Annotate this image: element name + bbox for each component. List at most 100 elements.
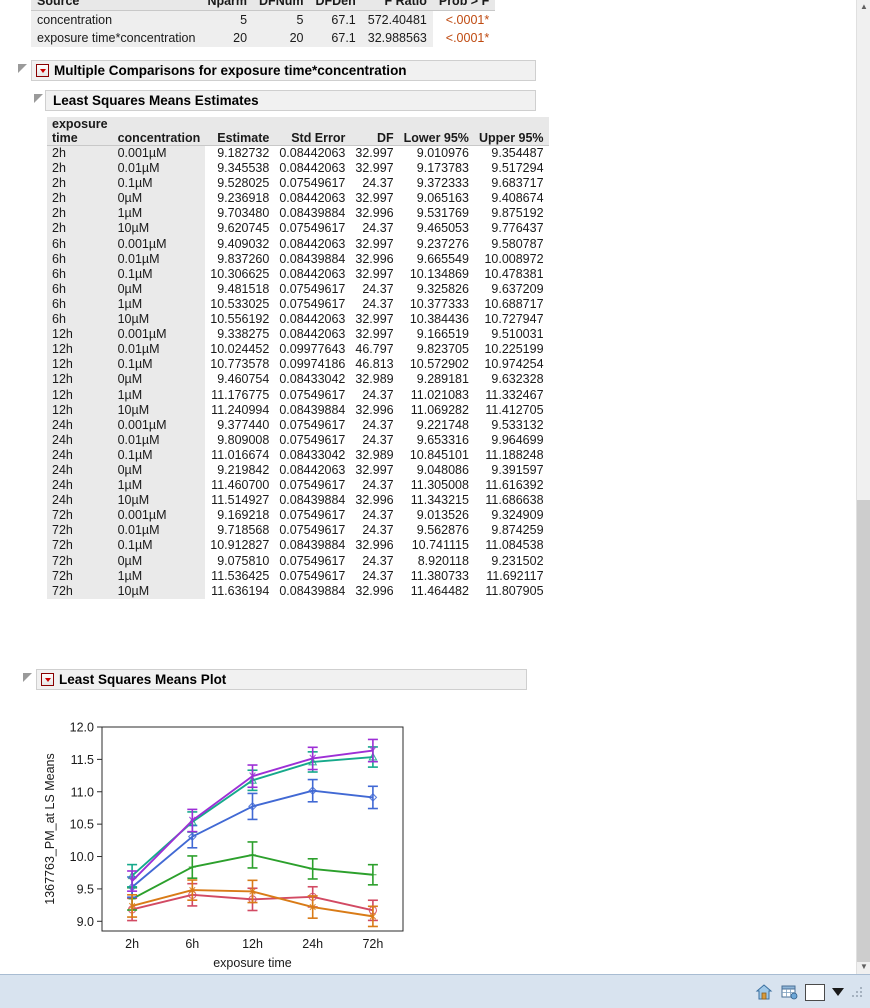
y-axis-title: 1367763_PM_at LS Means — [43, 753, 57, 905]
color-swatch-button[interactable] — [805, 983, 825, 1001]
red-triangle-menu-icon[interactable] — [36, 64, 49, 77]
col-header-lower95[interactable]: Lower 95% — [398, 117, 474, 146]
col-header-prob[interactable]: Prob > F — [432, 0, 496, 11]
table-row[interactable]: 24h 0.1µM 11.016674 0.08433042 32.989 10.8451… — [47, 447, 549, 463]
cell-lower95: 9.048086 — [398, 462, 474, 479]
table-row[interactable]: 6h 10µM 10.556192 0.08442063 32.997 10.384436… — [47, 312, 549, 328]
cell-concentration: 10µM — [112, 583, 206, 599]
cell-exposure-time: 6h — [47, 251, 113, 267]
section-title-lsm-plot: Least Squares Means Plot — [59, 672, 227, 687]
table-row[interactable]: concentration 5 5 67.1 572.40481 <.0001* — [31, 10, 496, 29]
cell-estimate: 9.703480 — [205, 206, 275, 222]
cell-upper95: 9.533132 — [473, 417, 549, 433]
table-row[interactable]: 24h 0.001µM 9.377440 0.07549617 24.37 9.22174… — [47, 417, 549, 433]
cell-upper95: 11.616392 — [473, 478, 549, 494]
table-row[interactable]: 6h 0.1µM 10.306625 0.08442063 32.997 10.13486… — [47, 266, 549, 282]
resize-grip-icon[interactable] — [850, 985, 864, 999]
col-header-source[interactable]: Source — [31, 0, 202, 11]
table-row[interactable]: 6h 0.001µM 9.409032 0.08442063 32.997 9.23727… — [47, 236, 549, 252]
outline-triangle-lsm-estimates[interactable] — [34, 94, 45, 105]
cell-concentration: 10µM — [112, 312, 206, 328]
table-row[interactable]: 12h 0µM 9.460754 0.08433042 32.989 9.289181 9.… — [47, 372, 549, 388]
section-header-multiple-comparisons[interactable]: Multiple Comparisons for exposure time*c… — [31, 60, 536, 81]
outline-triangle-lsm-plot[interactable] — [23, 673, 34, 684]
table-row[interactable]: 72h 0.001µM 9.169218 0.07549617 24.37 9.01352… — [47, 508, 549, 524]
table-row[interactable]: 2h 0.01µM 9.345538 0.08442063 32.997 9.173783… — [47, 161, 549, 177]
cell-upper95: 9.580787 — [473, 236, 549, 252]
cell-std-error: 0.07549617 — [274, 432, 351, 448]
table-row[interactable]: 24h 0µM 9.219842 0.08442063 32.997 9.048086 9.… — [47, 462, 549, 479]
table-row[interactable]: 12h 0.01µM 10.024452 0.09977643 46.797 9.8237… — [47, 342, 549, 358]
outline-triangle-multiple-comparisons[interactable] — [18, 64, 29, 75]
table-row[interactable]: 24h 1µM 11.460700 0.07549617 24.37 11.305008 1… — [47, 478, 549, 494]
cell-std-error: 0.07549617 — [274, 478, 351, 494]
table-row[interactable]: 6h 0.01µM 9.837260 0.08439884 32.996 9.665549… — [47, 251, 549, 267]
table-row[interactable]: 12h 0.001µM 9.338275 0.08442063 32.997 9.1665… — [47, 327, 549, 343]
vertical-scrollbar[interactable]: ▲ ▼ — [856, 0, 870, 974]
section-header-lsm-plot[interactable]: Least Squares Means Plot — [36, 669, 527, 690]
col-header-std-error[interactable]: Std Error — [274, 117, 351, 146]
col-header-nparm[interactable]: Nparm — [201, 0, 254, 11]
cell-estimate: 9.345538 — [205, 161, 275, 177]
table-row[interactable]: 12h 0.1µM 10.773578 0.09974186 46.813 10.5729… — [47, 357, 549, 373]
cell-std-error: 0.08433042 — [274, 372, 351, 388]
red-triangle-menu-icon-plot[interactable] — [41, 673, 54, 686]
table-row[interactable]: 2h 0.1µM 9.528025 0.07549617 24.37 9.372333 9.… — [47, 176, 549, 192]
col-header-dfden[interactable]: DFDen — [309, 0, 362, 11]
table-row[interactable]: 2h 0µM 9.236918 0.08442063 32.997 9.065163 9.4… — [47, 191, 549, 207]
table-row[interactable]: 6h 0µM 9.481518 0.07549617 24.37 9.325826 9.63… — [47, 281, 549, 297]
scrollbar-up-arrow[interactable]: ▲ — [860, 2, 868, 11]
table-row[interactable]: 24h 10µM 11.514927 0.08439884 32.996 11.34321… — [47, 493, 549, 509]
cell-lower95: 9.665549 — [398, 251, 474, 267]
table-row[interactable]: 2h 10µM 9.620745 0.07549617 24.37 9.465053 9.7… — [47, 221, 549, 237]
cell-std-error: 0.07549617 — [274, 553, 351, 569]
table-header-row: Source Nparm DFNum DFDen F Ratio Prob > … — [31, 0, 496, 11]
table-row[interactable]: exposure time*concentration 20 20 67.1 32.98… — [31, 29, 496, 47]
table-row[interactable]: 6h 1µM 10.533025 0.07549617 24.37 10.377333 10… — [47, 296, 549, 313]
lsm-header-row: exposure time concentration Estimate Std… — [47, 117, 549, 146]
cell-lower95: 9.823705 — [398, 342, 474, 358]
col-header-dfnum[interactable]: DFNum — [253, 0, 310, 11]
y-axis-tick-label: 9.5 — [77, 882, 94, 896]
table-row[interactable]: 2h 0.001µM 9.182732 0.08442063 32.997 9.01097… — [47, 145, 549, 162]
table-row[interactable]: 12h 1µM 11.176775 0.07549617 24.37 11.021083 1… — [47, 387, 549, 403]
col-header-fratio[interactable]: F Ratio — [361, 0, 433, 11]
home-icon[interactable] — [755, 983, 773, 1001]
cell-upper95: 9.683717 — [473, 176, 549, 192]
table-row[interactable]: 24h 0.01µM 9.809008 0.07549617 24.37 9.653316… — [47, 432, 549, 448]
scrollbar-down-arrow[interactable]: ▼ — [860, 962, 868, 971]
cell-estimate: 9.809008 — [205, 432, 275, 448]
table-row[interactable]: 12h 10µM 11.240994 0.08439884 32.996 11.06928… — [47, 402, 549, 418]
cell-exposure-time: 2h — [47, 176, 113, 192]
col-header-concentration[interactable]: concentration — [112, 117, 206, 146]
cell-upper95: 10.008972 — [473, 251, 549, 267]
table-row[interactable]: 72h 10µM 11.636194 0.08439884 32.996 11.46448… — [47, 583, 549, 599]
cell-exposure-time: 72h — [47, 538, 113, 554]
col-header-exposure-time[interactable]: exposure time — [47, 117, 113, 146]
col-header-df[interactable]: DF — [350, 117, 399, 146]
data-table-icon[interactable] — [780, 983, 798, 1001]
cell-df: 24.37 — [350, 478, 399, 494]
caret-down-icon[interactable] — [832, 988, 844, 996]
cell-lower95: 9.562876 — [398, 523, 474, 539]
table-row[interactable]: 72h 0.1µM 10.912827 0.08439884 32.996 10.7411… — [47, 538, 549, 554]
x-axis-tick-label: 72h — [362, 937, 383, 951]
col-header-upper95[interactable]: Upper 95% — [473, 117, 549, 146]
col-header-estimate[interactable]: Estimate — [205, 117, 275, 146]
lsm-plot-svg[interactable]: 9.0 9.5 10.0 10.5 11.0 11.5 12.0 2h 6h 12h 24h 72h e… — [0, 692, 856, 974]
cell-lower95: 9.010976 — [398, 145, 474, 162]
table-row[interactable]: 72h 1µM 11.536425 0.07549617 24.37 11.380733 1… — [47, 568, 549, 584]
cell-df: 32.989 — [350, 372, 399, 388]
cell-std-error: 0.08442063 — [274, 236, 351, 252]
cell-concentration: 0.01µM — [112, 523, 206, 539]
cell-std-error: 0.08439884 — [274, 206, 351, 222]
table-row[interactable]: 72h 0.01µM 9.718568 0.07549617 24.37 9.562876… — [47, 523, 549, 539]
cell-df: 32.997 — [350, 191, 399, 207]
table-row[interactable]: 72h 0µM 9.075810 0.07549617 24.37 8.920118 9.2… — [47, 553, 549, 569]
cell-df: 32.996 — [350, 206, 399, 222]
scrollbar-thumb[interactable] — [857, 500, 870, 962]
color-swatch[interactable] — [805, 983, 825, 1001]
cell-std-error: 0.08439884 — [274, 493, 351, 509]
section-header-lsm-estimates[interactable]: Least Squares Means Estimates — [45, 90, 536, 111]
table-row[interactable]: 2h 1µM 9.703480 0.08439884 32.996 9.531769 9.8… — [47, 206, 549, 222]
